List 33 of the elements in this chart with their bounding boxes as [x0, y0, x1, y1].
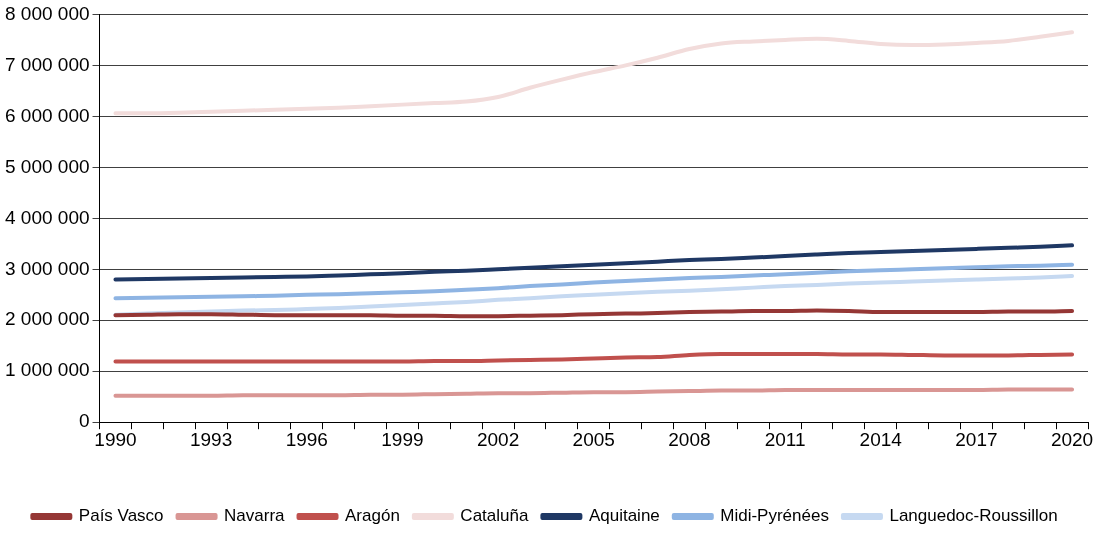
- x-tick-label: 1996: [285, 428, 328, 450]
- y-tick-label: 0: [78, 410, 90, 432]
- x-tick-label: 2005: [572, 428, 615, 450]
- y-tick-label: 3 000 000: [4, 257, 90, 279]
- legend-label: País Vasco: [78, 506, 164, 526]
- legend-label: Navarra: [224, 506, 286, 526]
- x-tick-label: 1990: [94, 428, 137, 450]
- x-tick-label: 1993: [189, 428, 233, 450]
- line-series: [113, 351, 1075, 364]
- line-series: [113, 262, 1075, 301]
- x-tick-label: 2017: [955, 428, 998, 450]
- line-series: [113, 30, 1075, 116]
- legend-label: Aragón: [345, 506, 400, 526]
- x-tick-label: 2014: [859, 428, 903, 450]
- y-tick-label: 2 000 000: [4, 308, 90, 330]
- legend-label: Midi-Pyrénées: [720, 506, 829, 526]
- line-series: [113, 243, 1075, 282]
- legend-label: Aquitaine: [588, 506, 660, 526]
- x-tick-label: 2008: [668, 428, 711, 450]
- x-tick-label: 2011: [764, 428, 806, 450]
- y-tick-label: 1 000 000: [4, 359, 90, 381]
- x-tick-label: 2020: [1050, 428, 1094, 450]
- legend-label: Languedoc-Roussillon: [889, 506, 1058, 526]
- line-series: [113, 387, 1075, 398]
- y-tick-label: 7 000 000: [4, 53, 90, 75]
- y-tick-label: 6 000 000: [4, 104, 90, 126]
- y-tick-label: 8 000 000: [4, 2, 90, 24]
- x-tick-label: 1999: [381, 428, 424, 450]
- y-tick-label: 5 000 000: [4, 155, 90, 177]
- line-series: [113, 273, 1075, 317]
- y-tick-label: 4 000 000: [4, 206, 90, 228]
- x-tick-label: 2002: [476, 428, 520, 450]
- legend-label: Cataluña: [460, 506, 529, 526]
